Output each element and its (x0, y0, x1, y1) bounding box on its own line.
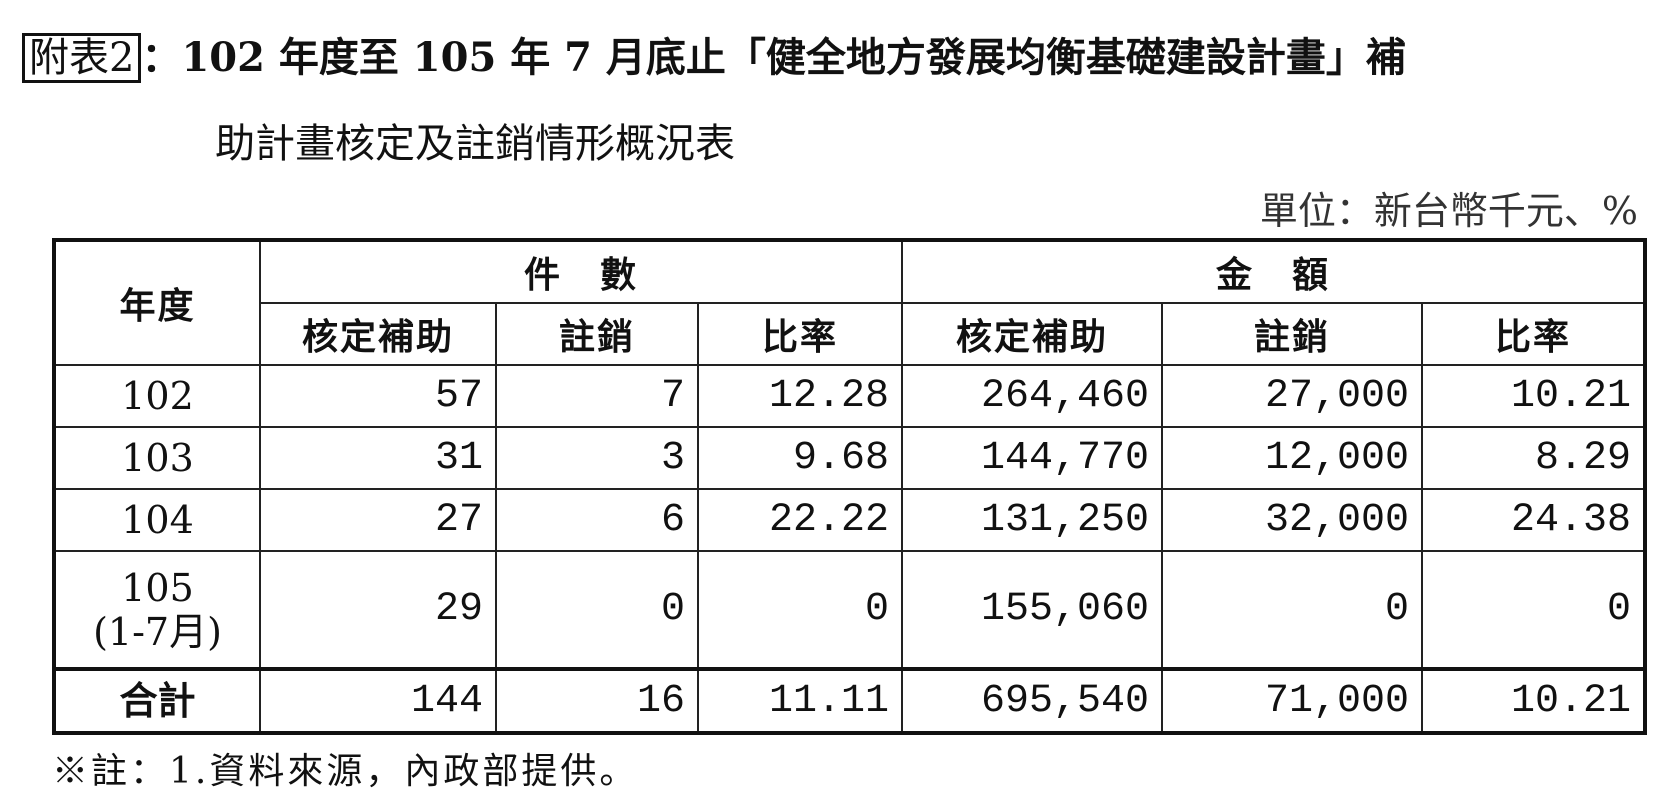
header-approved-count: 核定補助 (259, 302, 497, 366)
header-ratio-count: 比率 (697, 302, 903, 366)
cell: 144,770 (901, 426, 1163, 490)
cell: 0 (495, 550, 699, 670)
year-cell: 103 (53, 426, 261, 490)
year-value: 105 (121, 565, 194, 610)
cell: 29 (259, 550, 497, 670)
cell: 264,460 (901, 364, 1163, 428)
header-group-count: 件 數 (259, 239, 903, 304)
cell: 0 (1161, 550, 1423, 670)
cell: 24.38 (1420, 488, 1647, 552)
table-title: 附表2 ：102 年度至 105 年 7 月底止「健全地方發展均衡基礎建設計畫」補 (22, 32, 1406, 84)
cell: 6 (495, 488, 699, 552)
header-cancelled-amount: 註銷 (1161, 302, 1423, 366)
data-table: 年度 件 數 金 額 核定補助 註銷 比率 核定補助 註銷 比率 102 57 … (52, 238, 1648, 735)
cell: 3 (495, 426, 699, 490)
table-row: 104 27 6 22.22 131,250 32,000 24.38 (53, 488, 1647, 552)
footnote: ※註：1.資料來源，內政部提供。 (52, 751, 639, 792)
year-cell: 102 (53, 364, 261, 428)
cell: 11.11 (697, 667, 903, 734)
cell: 12,000 (1161, 426, 1423, 490)
cell: 22.22 (697, 488, 903, 552)
year-cell: 105 (1-7月) (53, 550, 261, 670)
cell: 12.28 (697, 364, 903, 428)
cell: 7 (495, 364, 699, 428)
cell: 8.29 (1420, 426, 1647, 490)
cell: 144 (259, 667, 497, 734)
year-cell: 104 (53, 488, 261, 552)
cell: 27 (259, 488, 497, 552)
cell: 155,060 (901, 550, 1163, 670)
appendix-label: 附表2 (22, 33, 142, 83)
title-line-1: ：102 年度至 105 年 7 月底止「健全地方發展均衡基礎建設計畫」補 (141, 34, 1406, 81)
year-period: (1-7月) (93, 609, 222, 654)
cell: 27,000 (1161, 364, 1423, 428)
cell: 16 (495, 667, 699, 734)
unit-label: 單位：新台幣千元、% (1259, 189, 1638, 233)
cell: 71,000 (1161, 667, 1423, 734)
cell: 131,250 (901, 488, 1163, 552)
table-row: 105 (1-7月) 29 0 0 155,060 0 0 (53, 550, 1647, 670)
cell: 32,000 (1161, 488, 1423, 552)
cell: 0 (697, 550, 903, 670)
header-year: 年度 (53, 239, 261, 366)
title-line-2: 助計畫核定及註銷情形概況表 (215, 121, 735, 167)
table-row: 102 57 7 12.28 264,460 27,000 10.21 (53, 364, 1647, 428)
table-row: 103 31 3 9.68 144,770 12,000 8.29 (53, 426, 1647, 490)
cell: 9.68 (697, 426, 903, 490)
total-label: 合計 (53, 667, 261, 734)
cell: 0 (1420, 550, 1647, 670)
header-approved-amount: 核定補助 (901, 302, 1163, 366)
cell: 10.21 (1420, 667, 1647, 734)
header-ratio-amount: 比率 (1420, 302, 1647, 366)
cell: 10.21 (1420, 364, 1647, 428)
cell: 57 (259, 364, 497, 428)
total-row: 合計 144 16 11.11 695,540 71,000 10.21 (53, 667, 1647, 734)
cell: 695,540 (901, 667, 1163, 734)
cell: 31 (259, 426, 497, 490)
header-cancelled-count: 註銷 (495, 302, 699, 366)
header-group-amount: 金 額 (900, 239, 1647, 304)
